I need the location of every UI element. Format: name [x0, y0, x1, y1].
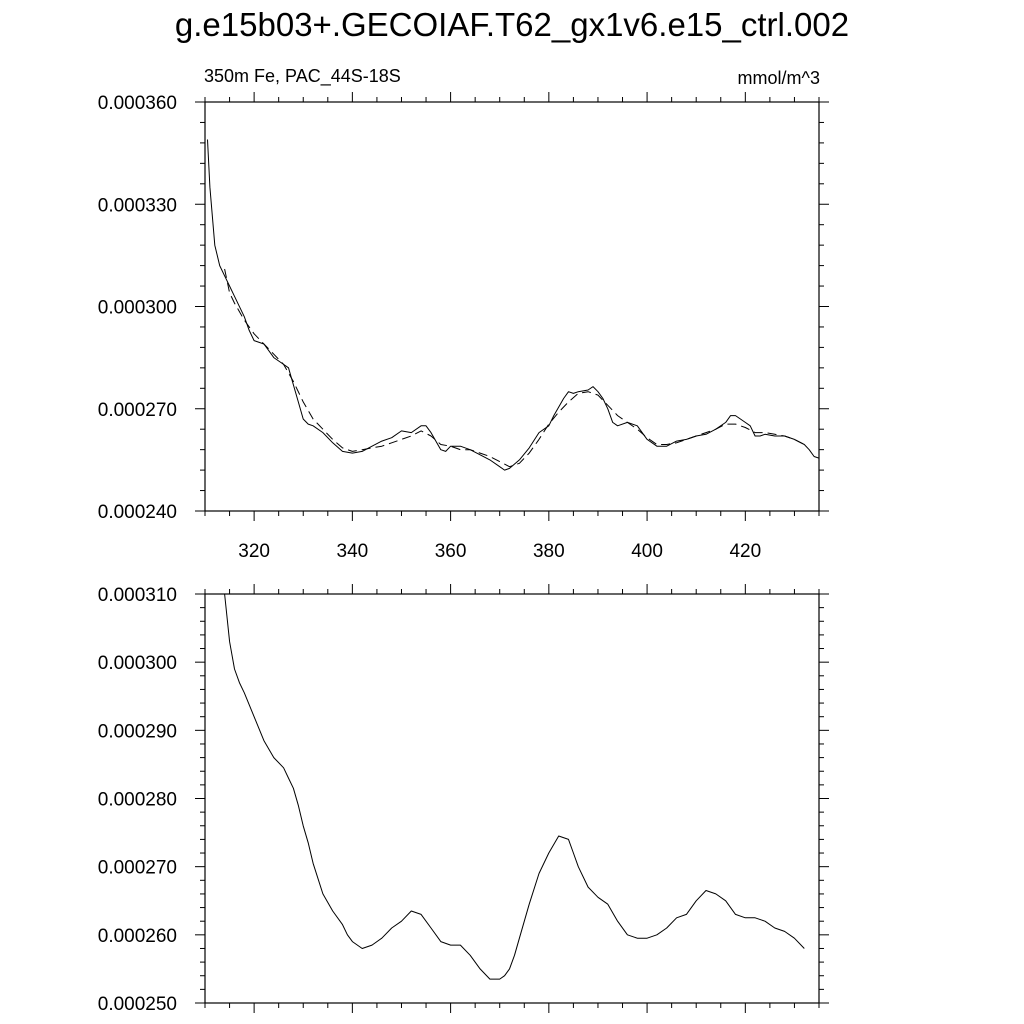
y-tick-label: 0.000280	[98, 790, 177, 811]
x-tick-label: 320	[238, 541, 270, 562]
chart-title: g.e15b03+.GECOIAF.T62_gx1v6.e15_ctrl.002	[174, 6, 850, 43]
y-tick-label: 0.000290	[98, 721, 177, 742]
series-line-solid	[224, 594, 805, 980]
plot-panel-2: 0.000250 0.000260 0.000270 0.000280 0.000290…	[98, 584, 829, 1015]
y-tick-label: 0.000270	[98, 400, 177, 421]
y-tick-label: 0.000260	[98, 926, 177, 947]
x-tick-label: 400	[631, 541, 663, 562]
variable-region-subtitle: 350m Fe, PAC_44S-18S	[204, 66, 401, 86]
y-tick-label: 0.000270	[98, 858, 177, 879]
x-tick-label: 360	[435, 541, 467, 562]
x-tick-label: 420	[729, 541, 761, 562]
y-tick-label: 0.000300	[98, 653, 177, 674]
y-tick-label: 0.000300	[98, 298, 177, 319]
y-tick-label: 0.000250	[98, 994, 177, 1015]
plot-panel-1: 320 340 360 380 400 420 0.000240 0.000270 0.0003…	[98, 92, 829, 562]
x-tick-label: 340	[337, 541, 369, 562]
plot-frame	[204, 593, 820, 1004]
series-line-dashed	[224, 268, 805, 468]
units-label: mmol/m^3	[737, 68, 820, 88]
series-line-solid	[207, 139, 819, 471]
x-tick-label: 380	[533, 541, 565, 562]
y-tick-label: 0.000310	[98, 585, 177, 606]
y-tick-label: 0.000330	[98, 195, 177, 216]
plot-frame	[204, 101, 820, 512]
y-tick-label: 0.000240	[98, 502, 177, 523]
y-tick-label: 0.000360	[98, 93, 177, 114]
